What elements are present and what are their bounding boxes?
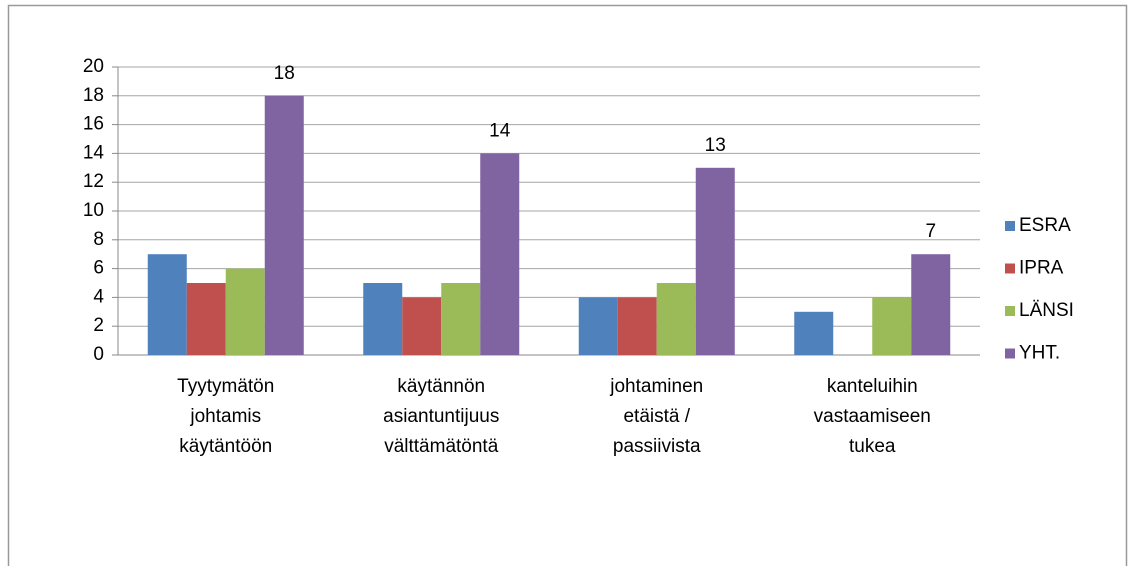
x-tick-label: käytännön — [397, 376, 485, 397]
data-label: 7 — [925, 221, 936, 242]
y-tick-label: 16 — [83, 114, 104, 135]
y-tick-label: 2 — [93, 315, 104, 336]
bar — [264, 95, 304, 356]
frame — [7, 4, 1128, 566]
x-tick-label: tukea — [849, 436, 896, 457]
bar — [872, 297, 912, 355]
x-tick-label: etäistä / — [623, 406, 690, 427]
bar — [402, 297, 442, 355]
x-tick-label: kanteluihin — [827, 376, 918, 397]
y-tick-label: 20 — [83, 56, 104, 77]
bar — [794, 311, 834, 355]
y-tick-label: 10 — [83, 200, 104, 221]
data-label: 13 — [705, 135, 726, 156]
bar — [695, 167, 735, 355]
x-tick-label: vastaamiseen — [814, 406, 931, 427]
bar — [578, 297, 618, 355]
y-tick-label: 6 — [93, 258, 104, 279]
x-tick-label: passiivista — [613, 436, 701, 457]
legend-label: LÄNSI — [1019, 300, 1074, 321]
y-tick-label: 4 — [93, 286, 104, 307]
x-tick-label: välttämätöntä — [384, 436, 498, 457]
bar — [441, 283, 481, 355]
x-tick-label: asiantuntijuus — [383, 406, 499, 427]
bar — [147, 254, 187, 355]
legend-swatch — [1005, 348, 1015, 359]
x-tick-label: käytäntöön — [179, 436, 272, 457]
legend-swatch — [1005, 263, 1015, 274]
bar — [186, 283, 226, 355]
bar — [656, 283, 696, 355]
bar — [617, 297, 657, 355]
legend-label: IPRA — [1019, 258, 1064, 279]
y-tick-label: 12 — [83, 171, 104, 192]
data-label: 18 — [274, 63, 295, 84]
x-tick-label: Tyytymätön — [177, 376, 274, 397]
y-tick-label: 18 — [83, 85, 104, 106]
data-label: 14 — [489, 120, 511, 141]
legend-label: YHT. — [1019, 343, 1060, 364]
y-tick-label: 8 — [93, 229, 104, 250]
bar — [363, 283, 403, 355]
x-tick-label: johtaminen — [609, 376, 703, 397]
y-tick-label: 14 — [83, 142, 105, 163]
legend-label: ESRA — [1019, 215, 1071, 236]
x-tick-label: johtamis — [189, 406, 261, 427]
legend-swatch — [1005, 221, 1015, 231]
bar — [225, 268, 265, 355]
y-tick-label: 0 — [93, 344, 104, 365]
bar — [480, 153, 520, 355]
legend-swatch — [1005, 306, 1015, 316]
bar — [911, 254, 951, 355]
